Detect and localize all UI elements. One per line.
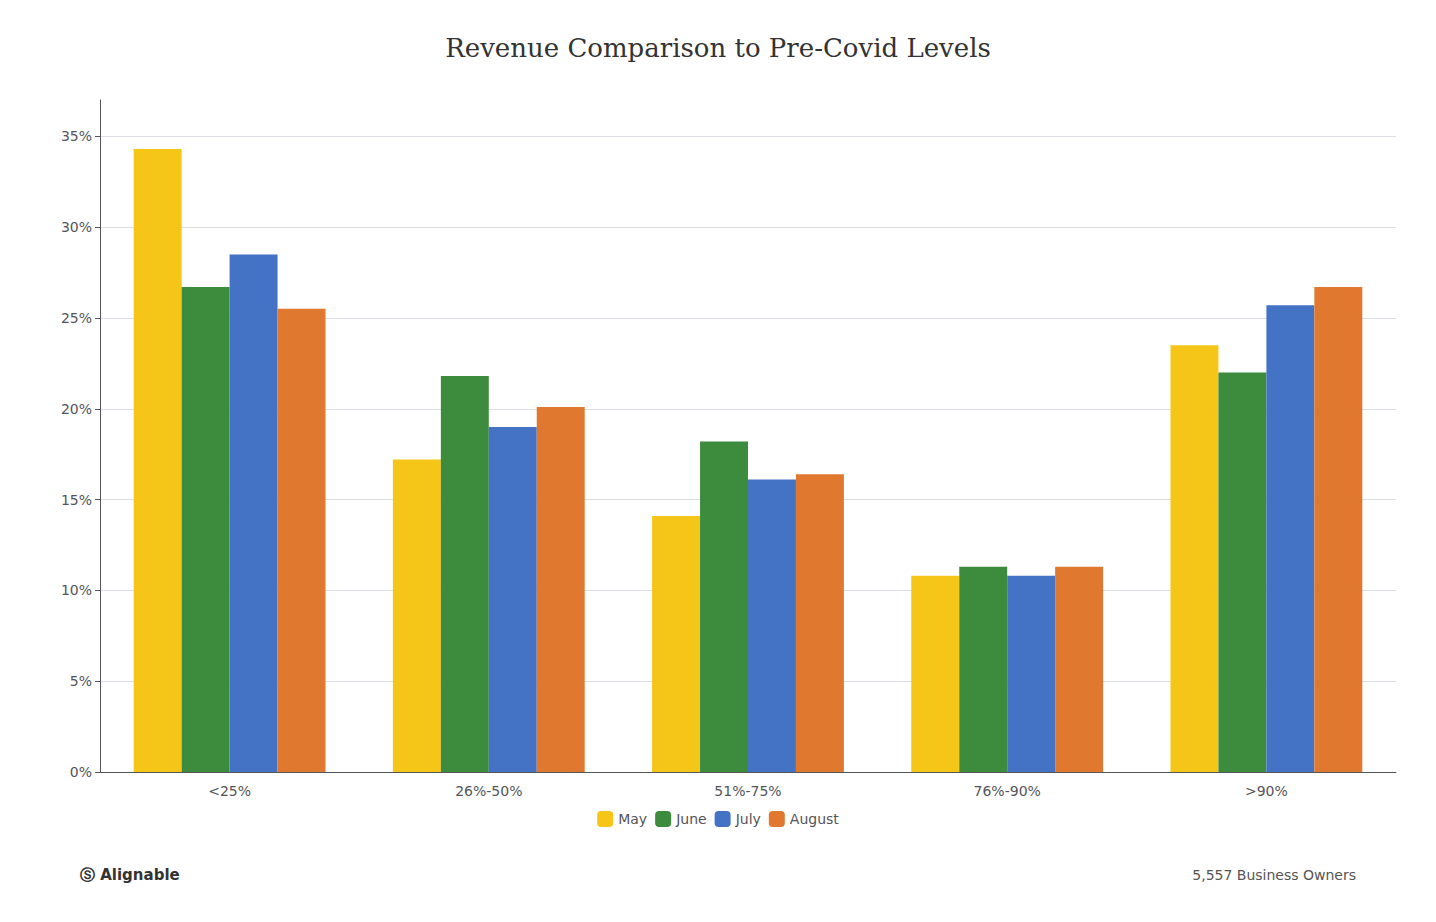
svg-text:51%-75%: 51%-75%: [714, 783, 781, 799]
svg-text:Ⓢ Alignable: Ⓢ Alignable: [80, 866, 180, 884]
svg-text:May: May: [618, 811, 647, 827]
svg-text:20%: 20%: [61, 401, 92, 417]
svg-text:<25%: <25%: [208, 783, 251, 799]
svg-text:0%: 0%: [70, 764, 92, 780]
svg-text:Revenue Comparison to Pre-Covi: Revenue Comparison to Pre-Covid Levels: [445, 33, 991, 63]
svg-text:July: July: [735, 811, 761, 827]
svg-text:5,557 Business Owners: 5,557 Business Owners: [1192, 867, 1356, 883]
svg-text:>90%: >90%: [1245, 783, 1288, 799]
svg-text:25%: 25%: [61, 310, 92, 326]
svg-text:26%-50%: 26%-50%: [455, 783, 522, 799]
svg-text:30%: 30%: [61, 219, 92, 235]
svg-text:76%-90%: 76%-90%: [974, 783, 1041, 799]
svg-text:10%: 10%: [61, 582, 92, 598]
svg-text:June: June: [675, 811, 707, 827]
svg-text:15%: 15%: [61, 492, 92, 508]
svg-text:5%: 5%: [70, 673, 92, 689]
svg-text:August: August: [790, 811, 840, 827]
svg-text:35%: 35%: [61, 128, 92, 144]
